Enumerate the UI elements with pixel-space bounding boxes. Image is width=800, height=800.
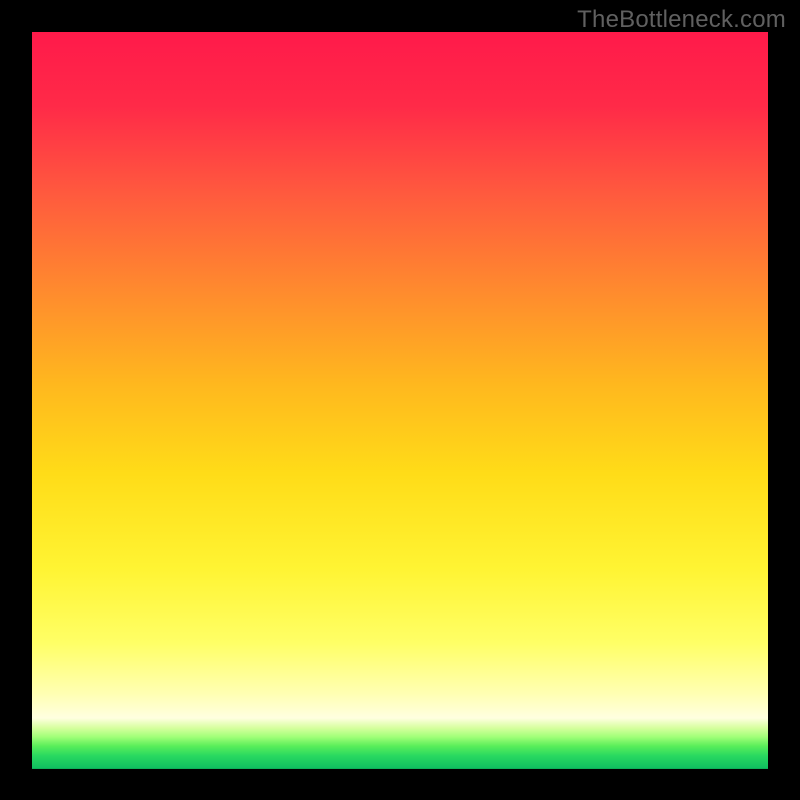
gradient-band xyxy=(32,643,768,695)
watermark-text: TheBottleneck.com xyxy=(577,6,786,34)
chart-root: TheBottleneck.com xyxy=(0,0,800,800)
gradient-band xyxy=(32,385,768,473)
gradient-band xyxy=(32,694,768,718)
gradient-band xyxy=(32,569,768,643)
gradient-band xyxy=(32,746,768,756)
gradient-band xyxy=(32,756,768,768)
gradient-band xyxy=(32,32,768,106)
gradient-band xyxy=(32,768,768,769)
gradient-band xyxy=(32,728,768,738)
gradient-band xyxy=(32,718,768,728)
gradient-band xyxy=(32,290,768,386)
gradient-band xyxy=(32,474,768,570)
plot-area xyxy=(32,32,768,768)
gradient-band xyxy=(32,194,768,290)
gradient-band xyxy=(32,106,768,194)
gradient-band xyxy=(32,737,768,746)
